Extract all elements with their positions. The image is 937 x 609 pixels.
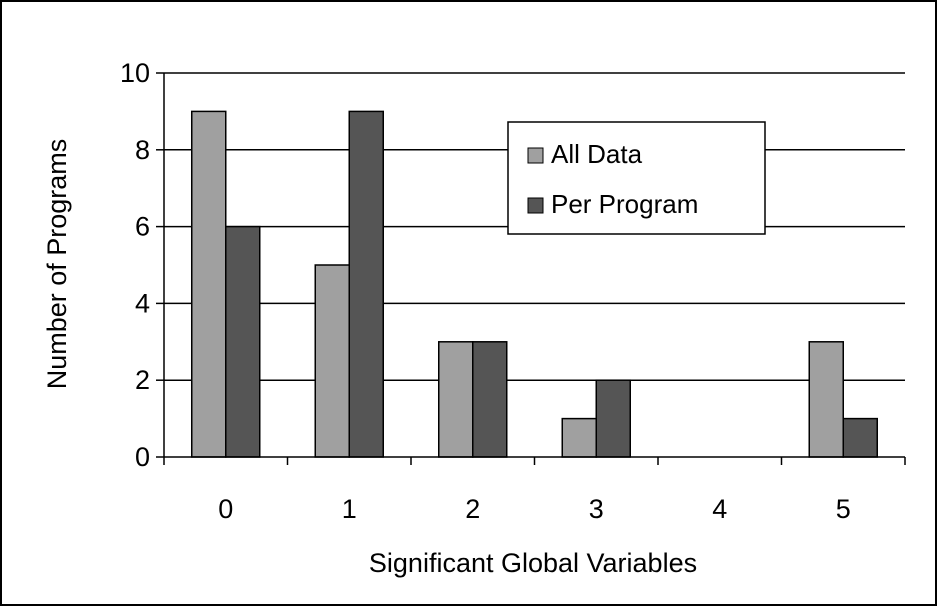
y-tick-label: 4 bbox=[135, 288, 150, 318]
x-tick-label: 4 bbox=[712, 494, 727, 524]
legend-label-all-data: All Data bbox=[551, 139, 643, 169]
y-tick-label: 2 bbox=[135, 365, 150, 395]
legend-swatch-per-program bbox=[527, 197, 544, 214]
x-tick-label: 0 bbox=[218, 494, 233, 524]
legend-box bbox=[507, 121, 766, 235]
axes bbox=[156, 72, 906, 465]
bar-per-program bbox=[595, 379, 631, 458]
x-axis-title: Significant Global Variables bbox=[369, 548, 697, 578]
tick-labels: 0 2 4 6 8 10 0 1 2 3 4 5 bbox=[120, 58, 851, 524]
legend-label-per-program: Per Program bbox=[551, 189, 698, 219]
bars bbox=[191, 110, 878, 458]
x-tick-label: 5 bbox=[836, 494, 851, 524]
bar-all-data bbox=[191, 110, 227, 458]
legend-swatch-all-data bbox=[527, 147, 544, 164]
x-tick-label: 3 bbox=[589, 494, 604, 524]
y-axis-title: Number of Programs bbox=[42, 139, 72, 390]
x-tick-label: 1 bbox=[342, 494, 357, 524]
legend: All Data Per Program bbox=[507, 121, 766, 235]
bar-per-program bbox=[472, 341, 508, 458]
y-tick-label: 10 bbox=[120, 58, 150, 88]
x-tick-label: 2 bbox=[465, 494, 480, 524]
bar-all-data bbox=[314, 264, 350, 458]
y-tick-label: 6 bbox=[135, 212, 150, 242]
bar-per-program bbox=[225, 225, 261, 458]
bar-all-data bbox=[438, 341, 474, 458]
bar-all-data bbox=[808, 341, 844, 458]
y-tick-label: 0 bbox=[135, 442, 150, 472]
bar-per-program bbox=[348, 110, 384, 458]
y-tick-label: 8 bbox=[135, 135, 150, 165]
bar-per-program bbox=[842, 417, 878, 458]
bar-all-data bbox=[561, 417, 597, 458]
